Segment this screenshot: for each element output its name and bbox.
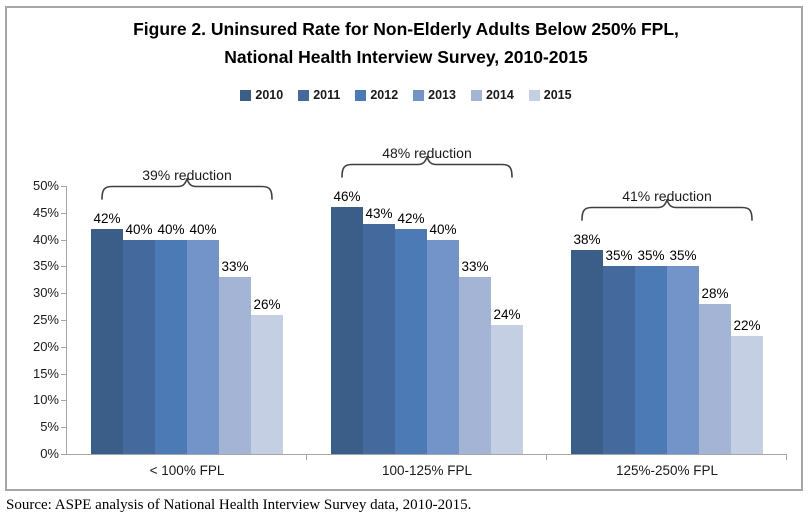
bar — [395, 228, 427, 454]
bar-group: 38% 35% 35% 35% 28% 22% 41% reduction — [547, 186, 787, 454]
bar — [251, 314, 283, 454]
y-axis-label: 0% — [40, 446, 59, 461]
bar-value-label: 22% — [733, 318, 761, 334]
legend-swatch-icon — [355, 89, 367, 101]
y-axis-label: 10% — [32, 392, 59, 408]
legend-swatch-icon — [470, 89, 482, 101]
category-label: 100-125% FPL — [381, 463, 473, 478]
bar-value-label: 28% — [701, 285, 729, 301]
bar-value-label: 46% — [333, 189, 361, 205]
x-axis-tick — [546, 454, 547, 460]
y-axis-label: 20% — [32, 338, 59, 354]
y-axis-tick — [61, 212, 67, 214]
bar-value-label: 40% — [125, 221, 153, 237]
legend-swatch-icon — [298, 89, 310, 101]
bar — [731, 336, 763, 454]
legend-swatch-icon — [240, 89, 252, 101]
bar — [635, 266, 667, 454]
y-axis-label: 50% — [32, 178, 59, 193]
bar — [667, 266, 699, 454]
chart-title: Figure 2. Uninsured Rate for Non-Elderly… — [0, 15, 812, 71]
y-axis-label: 40% — [32, 231, 59, 247]
bar-value-label: 43% — [365, 205, 393, 221]
reduction-label: 41% reduction — [622, 188, 712, 205]
legend-label: 2012 — [370, 88, 399, 102]
bar — [603, 266, 635, 454]
legend-item: 2011 — [298, 88, 340, 102]
plot-area: 0% 5% 10% 15% 20% 25% 30% 35% 40% 45% 50% < 100% FP… — [33, 145, 787, 478]
x-axis-tick — [306, 454, 307, 460]
y-axis-tick — [61, 400, 67, 402]
y-axis-tick — [61, 239, 67, 241]
legend-item: 2010 — [240, 88, 283, 102]
bar-group: 46% 43% 42% 40% 33% 24% 48% reduction — [307, 145, 547, 454]
y-axis-tick — [61, 346, 67, 348]
bar — [491, 325, 523, 454]
y-axis-label: 5% — [40, 419, 59, 435]
reduction-brace — [341, 155, 513, 183]
bar — [123, 239, 155, 454]
category-label: 125%-250% FPL — [615, 463, 719, 478]
bar — [699, 303, 731, 454]
legend-item: 2014 — [470, 88, 514, 102]
chart-title-line2: National Health Interview Survey, 2010-2… — [224, 47, 588, 67]
bar-value-label: 42% — [397, 210, 425, 226]
category-label: < 100% FPL — [149, 463, 225, 478]
legend-label: 2014 — [485, 88, 514, 102]
bar-value-label: 33% — [221, 259, 249, 275]
y-axis-tick — [61, 186, 67, 187]
legend-label: 2011 — [313, 88, 341, 102]
bar — [363, 223, 395, 454]
bar-value-label: 33% — [461, 259, 489, 275]
bar — [91, 228, 123, 454]
reduction-brace — [101, 176, 273, 205]
reduction-brace — [581, 197, 753, 226]
bar — [427, 239, 459, 454]
bar — [331, 207, 363, 454]
bar-value-label: 40% — [189, 221, 217, 237]
bar-group: 42% 40% 40% 40% 33% 26% 39% reduction — [67, 167, 307, 454]
legend-item: 2015 — [528, 88, 572, 102]
y-axis-label: 25% — [32, 312, 59, 327]
y-axis-label: 15% — [32, 365, 59, 381]
y-axis-label: 30% — [32, 285, 59, 301]
bar-value-label: 26% — [253, 296, 281, 312]
legend-swatch-icon — [528, 89, 540, 101]
legend-item: 2012 — [355, 88, 398, 102]
bar-value-label: 40% — [429, 221, 457, 237]
y-axis-label: 35% — [32, 258, 59, 274]
y-axis-label: 45% — [32, 204, 59, 220]
legend-item: 2013 — [413, 88, 456, 102]
bar — [219, 277, 251, 454]
bar-value-label: 35% — [605, 248, 633, 264]
bar-value-label: 35% — [669, 248, 697, 264]
reduction-label: 39% reduction — [142, 166, 232, 183]
y-axis-tick — [61, 373, 67, 375]
legend-label: 2013 — [428, 88, 456, 102]
bar — [155, 239, 187, 454]
bar-value-label: 42% — [93, 210, 121, 226]
y-axis-tick — [61, 266, 67, 268]
legend-swatch-icon — [413, 89, 425, 101]
legend-label: 2015 — [543, 88, 572, 102]
legend-label: 2010 — [255, 88, 284, 102]
bar — [571, 250, 603, 454]
bar — [187, 239, 219, 454]
bar — [459, 277, 491, 454]
bar-value-label: 35% — [637, 248, 665, 264]
bar-value-label: 38% — [573, 232, 601, 248]
x-axis-tick — [786, 454, 787, 460]
reduction-label: 48% reduction — [382, 145, 472, 162]
y-axis-tick — [61, 320, 67, 321]
chart-title-line1: Figure 2. Uninsured Rate for Non-Elderly… — [133, 19, 679, 39]
bar-value-label: 40% — [157, 221, 185, 237]
y-axis-tick — [61, 454, 67, 455]
y-axis-tick — [61, 427, 67, 429]
bar-value-label: 24% — [493, 307, 521, 323]
y-axis-tick — [61, 293, 67, 295]
chart-legend: 2010 2011 2012 2013 2014 2015 — [0, 88, 812, 102]
source-note: Source: ASPE analysis of National Health… — [6, 497, 472, 513]
